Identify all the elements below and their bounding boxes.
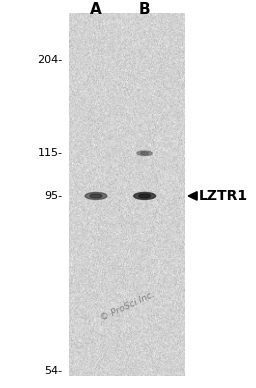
Text: 54-: 54- <box>45 365 63 376</box>
Polygon shape <box>188 192 197 200</box>
Text: LZTR1: LZTR1 <box>198 189 248 203</box>
Text: © ProSci Inc.: © ProSci Inc. <box>99 290 157 323</box>
Ellipse shape <box>137 151 152 156</box>
Text: B: B <box>139 2 151 17</box>
Text: A: A <box>90 2 102 17</box>
Text: 115-: 115- <box>38 148 63 158</box>
Ellipse shape <box>140 152 149 154</box>
Text: 95-: 95- <box>45 191 63 201</box>
Ellipse shape <box>134 192 155 199</box>
Text: 204-: 204- <box>37 55 63 65</box>
Ellipse shape <box>90 194 102 198</box>
Ellipse shape <box>85 192 107 199</box>
Ellipse shape <box>139 194 151 198</box>
